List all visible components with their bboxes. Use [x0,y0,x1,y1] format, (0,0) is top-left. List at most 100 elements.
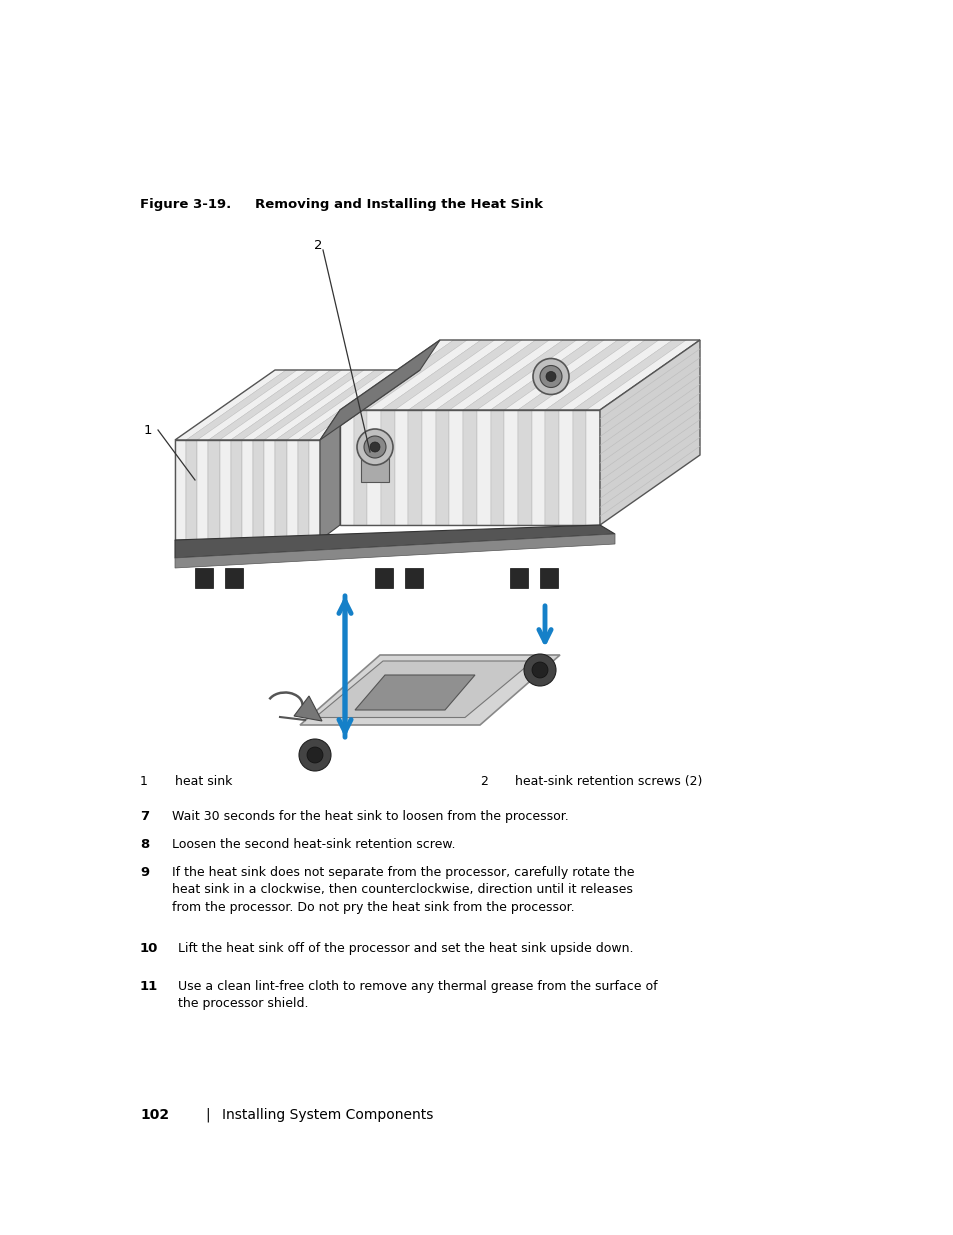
Polygon shape [275,440,286,540]
Polygon shape [253,370,364,440]
Polygon shape [319,340,439,440]
Text: Removing and Installing the Heat Sink: Removing and Installing the Heat Sink [254,198,542,211]
Polygon shape [299,655,559,725]
Polygon shape [504,340,618,410]
Text: 11: 11 [140,981,158,993]
Polygon shape [242,440,253,540]
Text: 10: 10 [140,942,158,955]
Text: Figure 3-19.: Figure 3-19. [140,198,231,211]
Polygon shape [231,370,341,440]
Polygon shape [572,410,586,525]
Text: heat sink: heat sink [174,776,233,788]
Polygon shape [197,440,209,540]
Polygon shape [355,676,475,710]
Polygon shape [367,410,380,525]
Polygon shape [380,410,395,525]
Polygon shape [354,410,367,525]
Polygon shape [421,410,436,525]
Polygon shape [558,410,572,525]
Polygon shape [194,568,213,588]
Polygon shape [545,340,659,410]
Polygon shape [174,525,615,558]
Polygon shape [462,410,476,525]
Polygon shape [264,370,375,440]
Polygon shape [367,340,480,410]
Polygon shape [531,340,644,410]
Text: 1: 1 [144,424,152,436]
Polygon shape [219,370,331,440]
Polygon shape [219,440,231,540]
Polygon shape [462,340,577,410]
Polygon shape [599,340,700,525]
Polygon shape [517,410,531,525]
Polygon shape [380,340,495,410]
Text: 2: 2 [479,776,487,788]
Polygon shape [436,410,449,525]
Polygon shape [174,440,186,540]
Polygon shape [339,410,354,525]
Polygon shape [558,340,672,410]
Polygon shape [449,410,462,525]
Polygon shape [209,440,219,540]
Polygon shape [490,410,504,525]
Polygon shape [586,340,700,410]
Text: Use a clean lint-free cloth to remove any thermal grease from the surface of
the: Use a clean lint-free cloth to remove an… [178,981,657,1010]
Polygon shape [476,410,490,525]
Polygon shape [242,370,353,440]
Circle shape [532,662,547,678]
Polygon shape [339,340,454,410]
Polygon shape [297,440,309,540]
Polygon shape [294,697,322,721]
Circle shape [307,747,323,763]
Polygon shape [297,370,409,440]
Circle shape [356,429,393,466]
Polygon shape [572,340,685,410]
Circle shape [523,655,556,685]
Polygon shape [517,340,631,410]
Polygon shape [449,340,562,410]
Polygon shape [476,340,590,410]
Polygon shape [286,440,297,540]
Polygon shape [405,568,422,588]
Polygon shape [314,661,533,718]
Polygon shape [209,370,319,440]
Polygon shape [319,410,339,540]
Polygon shape [360,447,389,482]
Circle shape [539,366,561,388]
Polygon shape [275,370,386,440]
Circle shape [533,358,568,394]
Polygon shape [408,340,521,410]
Polygon shape [545,410,558,525]
Text: 1: 1 [140,776,148,788]
Text: 2: 2 [314,238,322,252]
Text: 9: 9 [140,866,149,879]
Text: Installing System Components: Installing System Components [222,1108,433,1123]
Polygon shape [309,370,419,440]
Polygon shape [231,440,242,540]
Polygon shape [309,440,319,540]
Circle shape [545,372,556,382]
Polygon shape [174,370,286,440]
Circle shape [370,442,379,452]
Polygon shape [408,410,421,525]
Polygon shape [510,568,527,588]
Text: 7: 7 [140,810,149,823]
Text: Lift the heat sink off of the processor and set the heat sink upside down.: Lift the heat sink off of the processor … [178,942,633,955]
Text: 8: 8 [140,839,149,851]
Polygon shape [490,340,603,410]
Polygon shape [264,440,275,540]
Polygon shape [186,370,297,440]
Polygon shape [186,440,197,540]
Circle shape [364,436,386,458]
Polygon shape [539,568,558,588]
Circle shape [298,739,331,771]
Polygon shape [531,410,545,525]
Text: Wait 30 seconds for the heat sink to loosen from the processor.: Wait 30 seconds for the heat sink to loo… [172,810,568,823]
Polygon shape [225,568,243,588]
Polygon shape [395,410,408,525]
Polygon shape [375,568,393,588]
Polygon shape [354,340,467,410]
Polygon shape [395,340,508,410]
Polygon shape [421,340,536,410]
Text: Loosen the second heat-sink retention screw.: Loosen the second heat-sink retention sc… [172,839,455,851]
